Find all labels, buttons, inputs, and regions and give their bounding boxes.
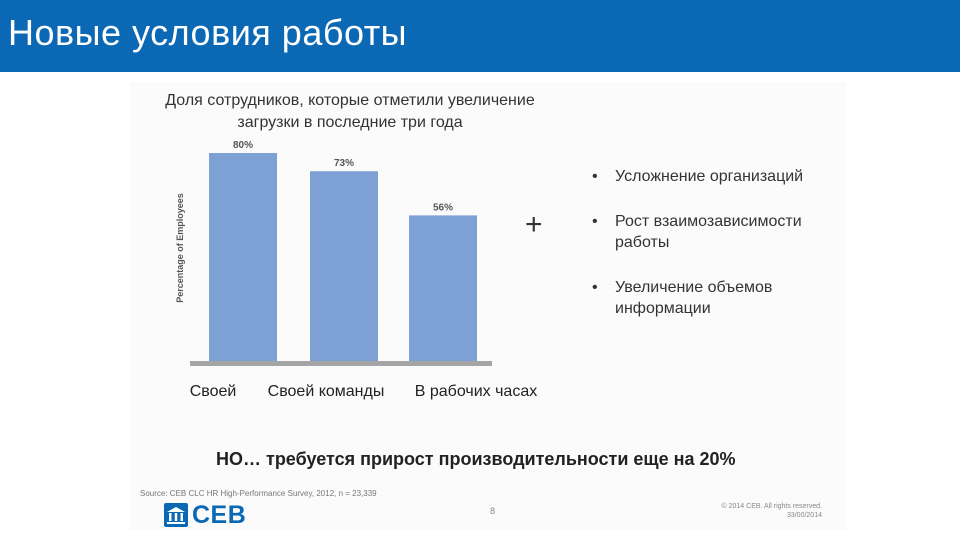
bullet-icon: •: [592, 279, 598, 296]
bullet-list: • Усложнение организаций • Рост взаимоза…: [592, 166, 842, 343]
bullet-item: • Увеличение объемов информации: [592, 277, 842, 319]
bar: [310, 171, 378, 361]
data-label: 56%: [433, 202, 453, 213]
plus-sign: +: [525, 208, 543, 241]
bullet-item: • Усложнение организаций: [592, 166, 842, 187]
bottom-note: НО… требуется прирост производительности…: [216, 449, 736, 469]
copyright-line: © 2014 CEB. All rights reserved.: [721, 503, 822, 510]
bullet-text: Рост взаимозависимости работы: [615, 213, 802, 251]
logo-text: CEB: [192, 501, 247, 529]
data-label: 73%: [334, 158, 354, 169]
building-icon: [164, 503, 188, 527]
bullet-icon: •: [592, 168, 598, 185]
page-number: 8: [490, 506, 496, 516]
bullet-text: Увеличение объемов информации: [615, 279, 773, 317]
data-label: 80%: [233, 140, 253, 151]
bullet-item: • Рост взаимозависимости работы: [592, 211, 842, 253]
bullet-text: Усложнение организаций: [615, 168, 804, 185]
category-label: Своей: [190, 383, 237, 400]
category-label: Своей команды: [268, 383, 385, 400]
slide-title: Новые условия работы: [8, 12, 408, 53]
y-axis-label: Percentage of Employees: [175, 193, 185, 303]
category-label: В рабочих часах: [415, 383, 537, 400]
copyright-date: 33/00/2014: [786, 512, 822, 519]
bullet-icon: •: [592, 213, 598, 230]
copyright: © 2014 CEB. All rights reserved. 33/00/2…: [700, 502, 822, 520]
title-bar: Новые условия работы: [0, 0, 960, 72]
bar: [409, 215, 477, 361]
source-note: Source: CEB CLC HR High-Performance Surv…: [140, 489, 377, 498]
chart-title: Доля сотрудников, которые отметили увели…: [165, 92, 535, 131]
x-axis-line: [190, 361, 492, 366]
bar: [209, 153, 277, 361]
